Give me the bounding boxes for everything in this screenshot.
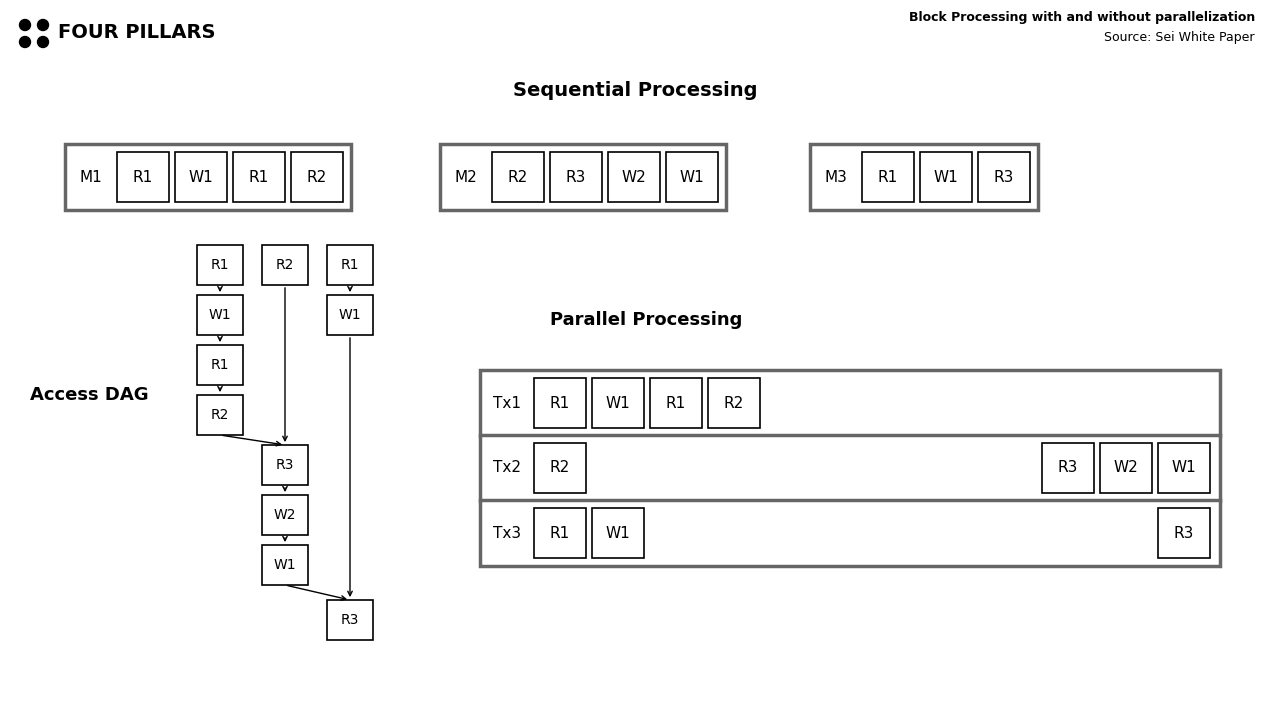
- Text: R2: R2: [307, 169, 327, 185]
- Circle shape: [38, 37, 48, 47]
- Circle shape: [19, 37, 30, 47]
- Bar: [327, 600, 373, 640]
- Text: R3: R3: [341, 613, 359, 627]
- Text: R2: R2: [275, 258, 294, 272]
- Text: R3: R3: [1058, 460, 1079, 476]
- Bar: [197, 345, 242, 385]
- Text: W1: W1: [934, 169, 958, 185]
- Bar: [920, 152, 972, 202]
- Text: FOUR PILLARS: FOUR PILLARS: [58, 23, 216, 42]
- Text: R2: R2: [549, 460, 570, 476]
- Bar: [1100, 443, 1152, 493]
- Text: Source: Sei White Paper: Source: Sei White Paper: [1104, 31, 1255, 45]
- Text: R3: R3: [1174, 525, 1194, 540]
- Text: R1: R1: [666, 396, 687, 411]
- Bar: [1159, 508, 1211, 558]
- Bar: [593, 508, 643, 558]
- Bar: [197, 245, 242, 285]
- Text: Block Processing with and without parallelization: Block Processing with and without parall…: [909, 11, 1255, 25]
- Text: W1: W1: [605, 525, 631, 540]
- Text: Tx3: Tx3: [492, 525, 522, 540]
- Text: R2: R2: [723, 396, 744, 411]
- Bar: [593, 378, 643, 428]
- Bar: [492, 152, 544, 202]
- Text: R3: R3: [994, 169, 1014, 185]
- Bar: [608, 152, 660, 202]
- Bar: [480, 500, 1220, 566]
- Bar: [261, 495, 308, 535]
- Bar: [978, 152, 1030, 202]
- Text: R2: R2: [211, 408, 230, 422]
- Text: Parallel Processing: Parallel Processing: [549, 311, 742, 329]
- Bar: [810, 144, 1038, 210]
- Text: W1: W1: [1171, 460, 1197, 476]
- Text: W1: W1: [605, 396, 631, 411]
- Bar: [327, 245, 373, 285]
- Text: R1: R1: [249, 169, 269, 185]
- Text: M1: M1: [80, 169, 103, 185]
- Text: R1: R1: [878, 169, 898, 185]
- Text: M3: M3: [825, 169, 848, 185]
- Text: W1: W1: [189, 169, 213, 185]
- Text: R1: R1: [549, 396, 570, 411]
- Text: W1: W1: [680, 169, 704, 185]
- Bar: [327, 295, 373, 335]
- Text: Access DAG: Access DAG: [30, 386, 148, 404]
- Text: W2: W2: [274, 508, 296, 522]
- Text: R1: R1: [549, 525, 570, 540]
- Text: R3: R3: [566, 169, 586, 185]
- Bar: [197, 395, 242, 435]
- Bar: [1159, 443, 1211, 493]
- Bar: [534, 443, 586, 493]
- Bar: [261, 545, 308, 585]
- Text: W2: W2: [622, 169, 646, 185]
- Bar: [440, 144, 726, 210]
- Text: W1: W1: [339, 308, 362, 322]
- Text: R1: R1: [341, 258, 359, 272]
- Bar: [666, 152, 718, 202]
- Bar: [261, 445, 308, 485]
- Bar: [197, 295, 242, 335]
- Bar: [708, 378, 760, 428]
- Bar: [233, 152, 286, 202]
- Text: Tx1: Tx1: [492, 396, 522, 411]
- Bar: [480, 435, 1220, 501]
- Bar: [1042, 443, 1094, 493]
- Text: W1: W1: [274, 558, 297, 572]
- Bar: [291, 152, 343, 202]
- Bar: [534, 508, 586, 558]
- Text: R3: R3: [275, 458, 294, 472]
- Text: Sequential Processing: Sequential Processing: [513, 81, 758, 100]
- Text: Tx2: Tx2: [492, 460, 522, 476]
- Text: M2: M2: [454, 169, 477, 185]
- Bar: [117, 152, 169, 202]
- Bar: [650, 378, 702, 428]
- Bar: [480, 370, 1220, 436]
- Text: R1: R1: [133, 169, 154, 185]
- Text: W2: W2: [1114, 460, 1138, 476]
- Bar: [534, 378, 586, 428]
- Bar: [549, 152, 602, 202]
- Bar: [862, 152, 914, 202]
- Text: R1: R1: [211, 258, 230, 272]
- Bar: [175, 152, 227, 202]
- Bar: [65, 144, 352, 210]
- Text: R1: R1: [211, 358, 230, 372]
- Text: W1: W1: [208, 308, 231, 322]
- Bar: [261, 245, 308, 285]
- Circle shape: [38, 20, 48, 30]
- Text: R2: R2: [508, 169, 528, 185]
- Circle shape: [19, 20, 30, 30]
